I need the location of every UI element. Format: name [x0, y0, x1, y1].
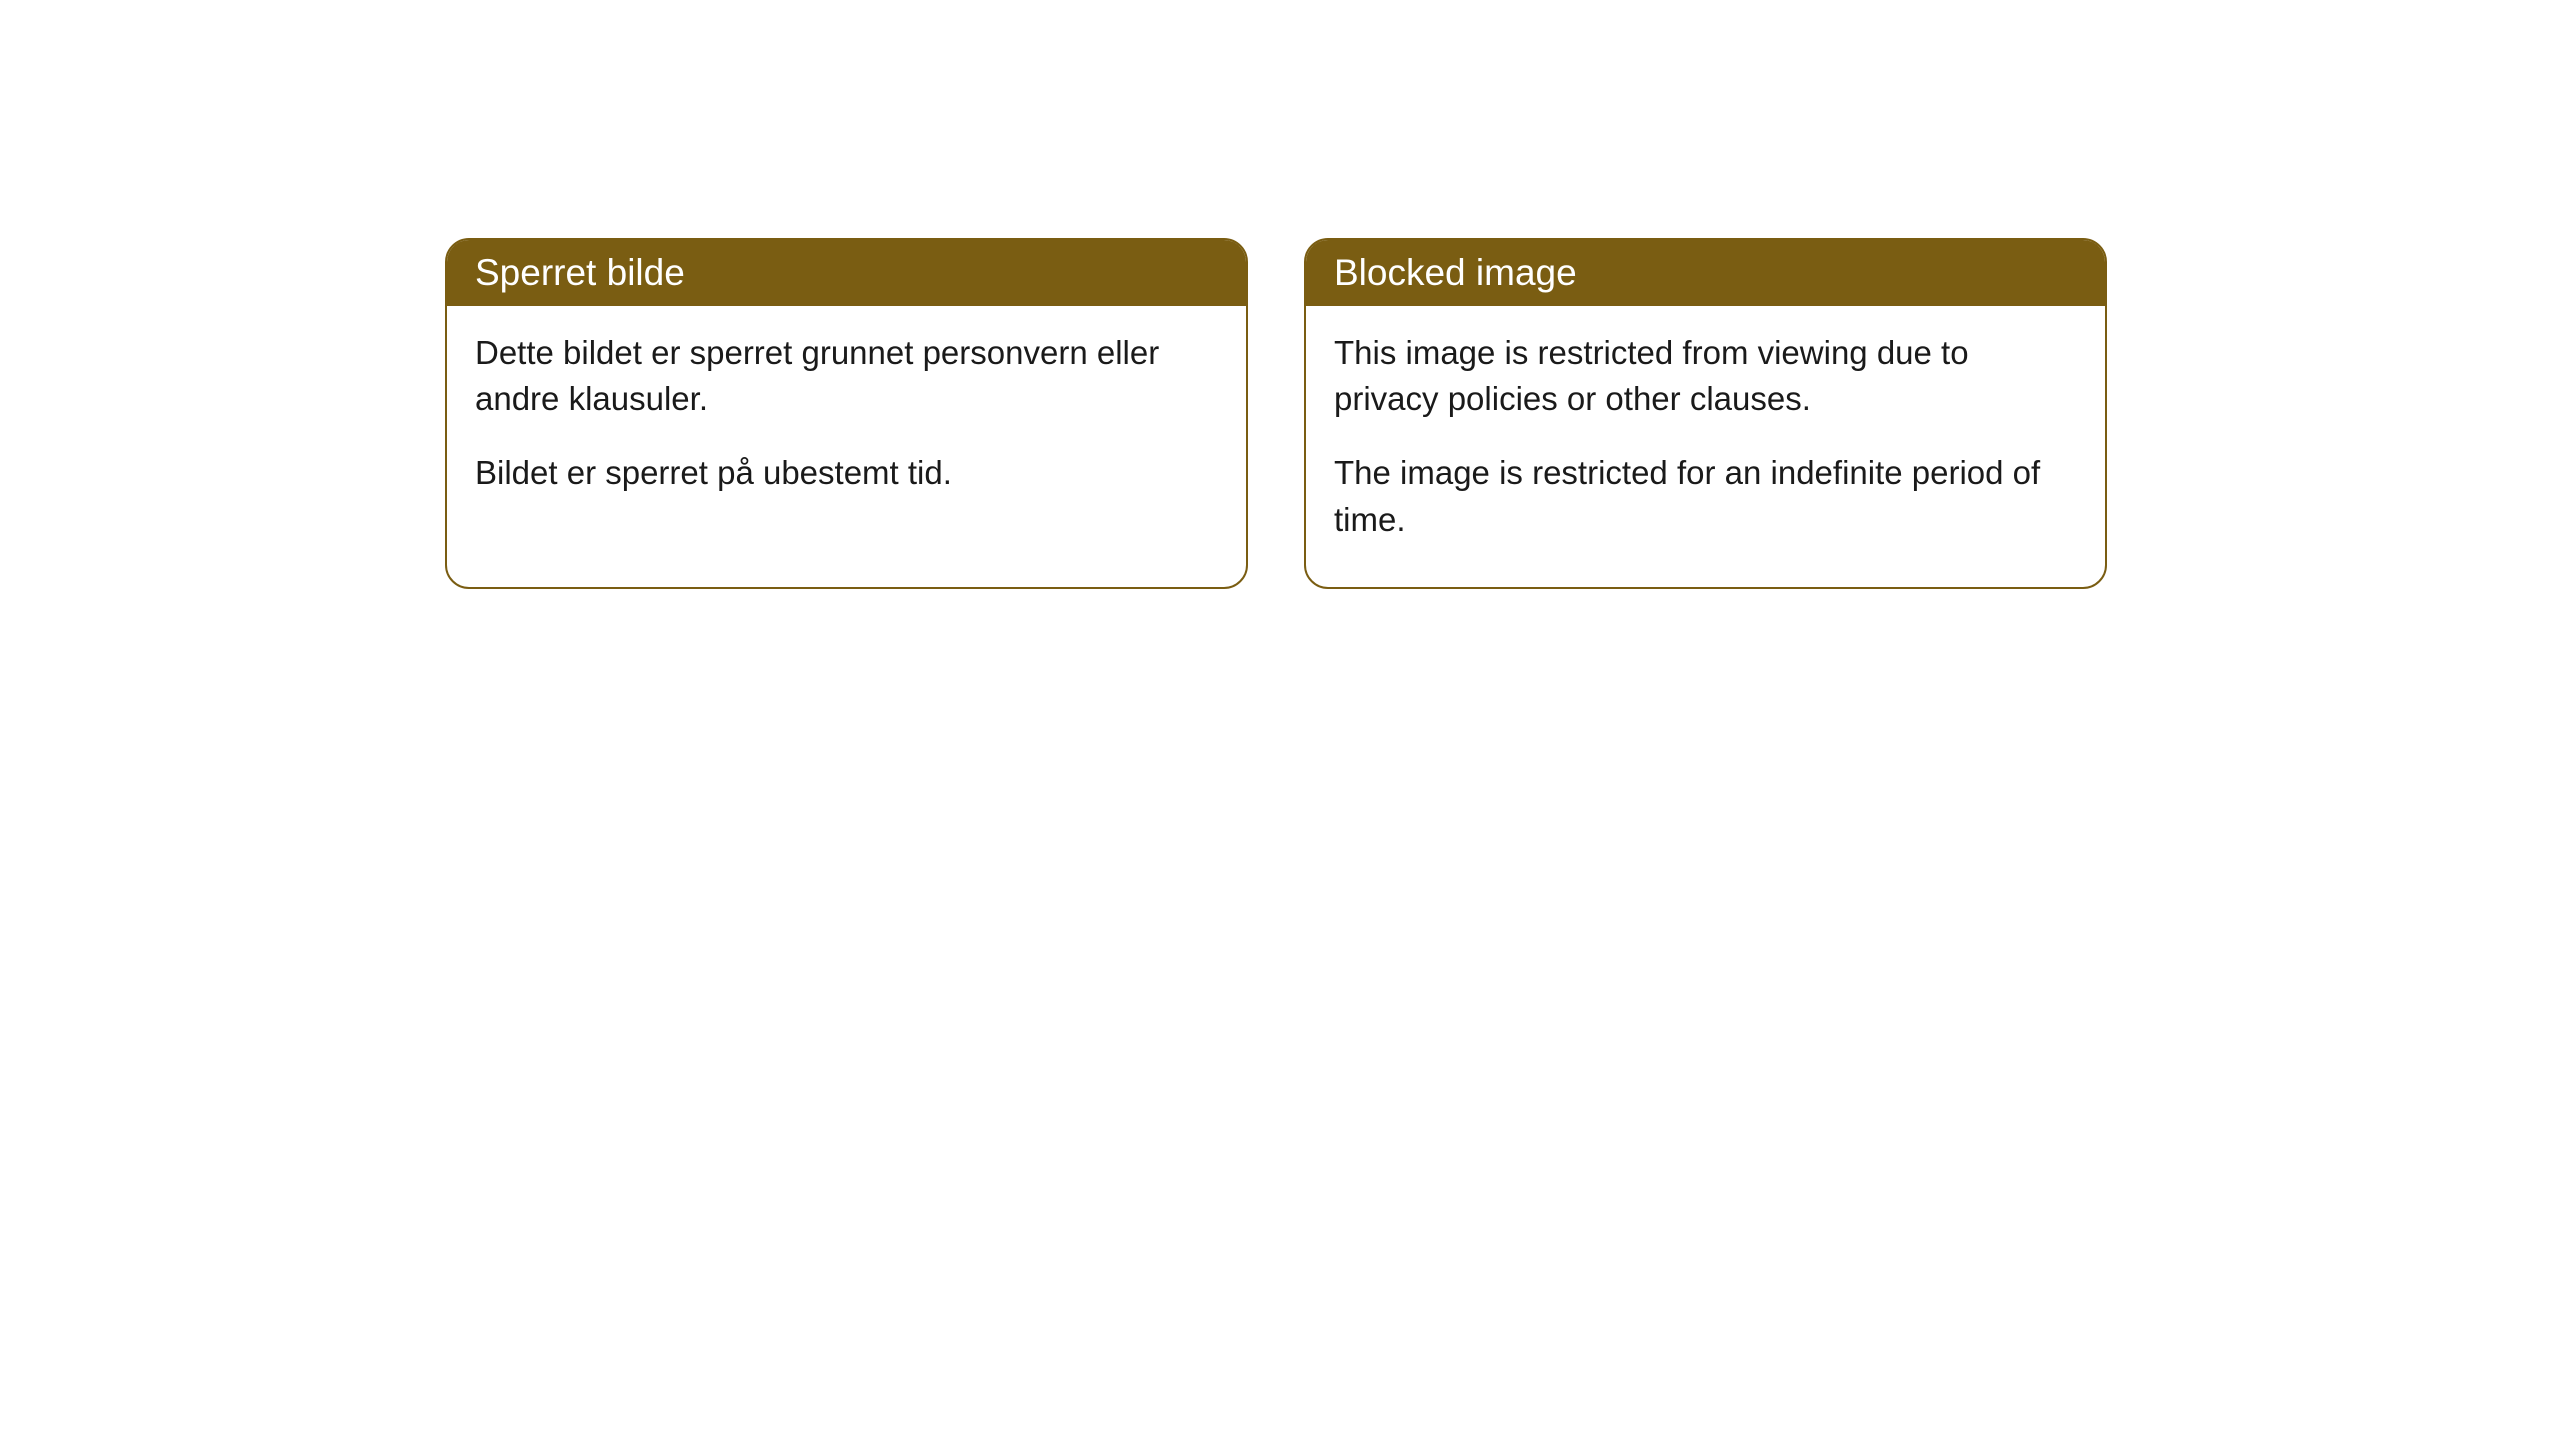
- card-paragraph: Bildet er sperret på ubestemt tid.: [475, 450, 1218, 496]
- card-header: Blocked image: [1306, 240, 2105, 306]
- card-body: Dette bildet er sperret grunnet personve…: [447, 306, 1246, 541]
- card-paragraph: The image is restricted for an indefinit…: [1334, 450, 2077, 542]
- notice-cards-container: Sperret bilde Dette bildet er sperret gr…: [0, 0, 2560, 589]
- notice-card-norwegian: Sperret bilde Dette bildet er sperret gr…: [445, 238, 1248, 589]
- card-paragraph: This image is restricted from viewing du…: [1334, 330, 2077, 422]
- card-title: Blocked image: [1334, 252, 1577, 293]
- card-title: Sperret bilde: [475, 252, 685, 293]
- notice-card-english: Blocked image This image is restricted f…: [1304, 238, 2107, 589]
- card-header: Sperret bilde: [447, 240, 1246, 306]
- card-paragraph: Dette bildet er sperret grunnet personve…: [475, 330, 1218, 422]
- card-body: This image is restricted from viewing du…: [1306, 306, 2105, 587]
